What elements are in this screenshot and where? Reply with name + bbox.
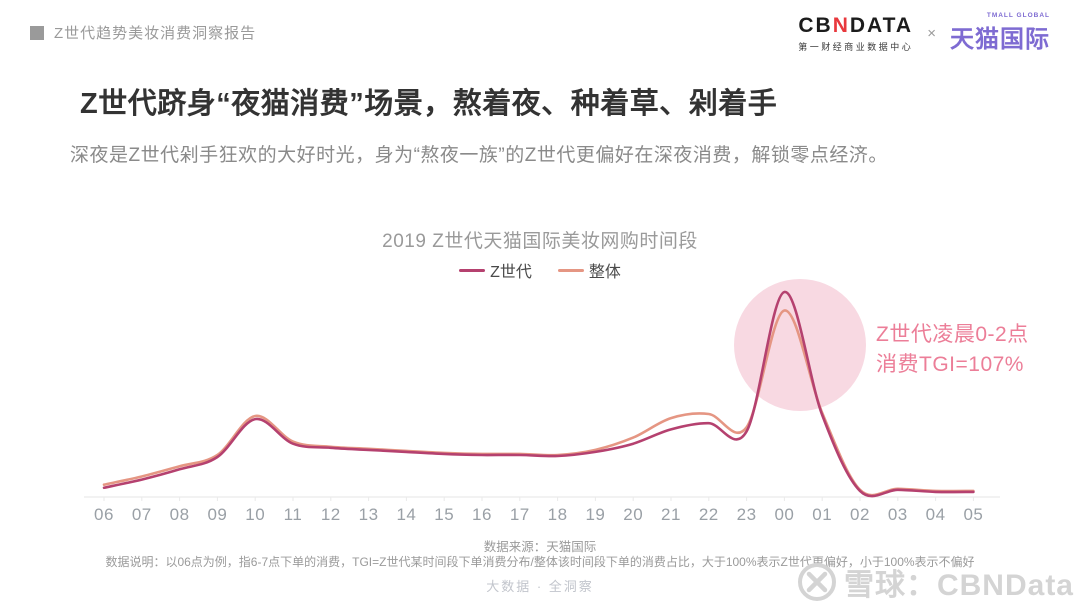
footer-tagline: 大数据 · 全洞察: [486, 579, 594, 594]
peak-annotation-line1: Z世代凌晨0-2点: [876, 323, 1029, 346]
cbndata-part3: DATA: [849, 13, 914, 37]
square-bullet-icon: [30, 25, 44, 40]
data-source: 数据来源：天猫国际: [483, 540, 597, 554]
svg-text:17: 17: [510, 505, 530, 524]
cbndata-logo: CBNDATA 第一财经商业数据中心: [798, 14, 913, 53]
cbndata-subtitle: 第一财经商业数据中心: [798, 41, 914, 52]
svg-text:00: 00: [774, 505, 794, 524]
logo-separator: ×: [927, 24, 936, 42]
legend-swatch-overall: [557, 268, 584, 272]
chart-legend: Z世代 整体: [0, 258, 1080, 282]
legend-label-overall: 整体: [588, 264, 621, 281]
data-note: 数据说明：以06点为例，指6-7点下单的消费，TGI=Z世代某时间段下单消费分布…: [105, 555, 975, 569]
svg-text:16: 16: [472, 505, 492, 524]
watermark: 雪球：CBNData: [796, 560, 1074, 604]
xueqiu-ball-icon: [797, 563, 836, 601]
svg-text:21: 21: [661, 505, 681, 524]
svg-text:05: 05: [963, 505, 983, 524]
page-subtitle: 深夜是Z世代剁手狂欢的大好时光，身为“熬夜一族”的Z世代更偏好在深夜消费，解锁零…: [70, 145, 888, 166]
tmall-global-subtitle: TMALL GLOBAL: [986, 12, 1050, 19]
svg-text:14: 14: [396, 505, 416, 524]
legend-item-zgen: Z世代: [459, 258, 532, 282]
svg-text:22: 22: [699, 505, 719, 524]
chart-title: 2019 Z世代天猫国际美妆网购时间段: [382, 231, 698, 252]
svg-text:06: 06: [94, 505, 114, 524]
cbndata-part1: CB: [798, 13, 833, 37]
svg-text:18: 18: [548, 505, 568, 524]
peak-annotation: Z世代凌晨0-2点 消费TGI=107%: [876, 320, 1029, 380]
svg-text:15: 15: [434, 505, 454, 524]
cbndata-red-n: N: [832, 13, 850, 37]
svg-text:12: 12: [321, 505, 341, 524]
svg-text:11: 11: [284, 505, 303, 524]
brand-logos: CBNDATA 第一财经商业数据中心 × TMALL GLOBAL 天猫国际: [798, 12, 1050, 54]
svg-text:09: 09: [207, 505, 227, 524]
legend-item-overall: 整体: [557, 258, 621, 282]
report-tag: Z世代趋势美妆消费洞察报告: [30, 22, 256, 43]
svg-text:02: 02: [850, 505, 870, 524]
svg-text:10: 10: [245, 505, 265, 524]
tmall-global-wordmark: 天猫国际: [950, 26, 1050, 53]
page-title: Z世代跻身“夜猫消费”场景，熬着夜、种着草、剁着手: [80, 88, 778, 120]
report-title: Z世代趋势美妆消费洞察报告: [54, 25, 257, 42]
svg-text:08: 08: [170, 505, 190, 524]
svg-text:03: 03: [888, 505, 908, 524]
legend-swatch-zgen: [459, 268, 486, 272]
svg-text:07: 07: [132, 505, 152, 524]
svg-text:20: 20: [623, 505, 643, 524]
peak-annotation-line2: 消费TGI=107%: [876, 353, 1024, 376]
cbndata-wordmark: CBNDATA: [798, 14, 913, 38]
tmall-global-logo: TMALL GLOBAL 天猫国际: [950, 12, 1050, 54]
watermark-text: 雪球：CBNData: [843, 569, 1074, 602]
svg-text:04: 04: [926, 505, 946, 524]
svg-text:23: 23: [737, 505, 757, 524]
legend-label-zgen: Z世代: [490, 264, 532, 281]
svg-text:01: 01: [812, 505, 832, 524]
svg-text:19: 19: [585, 505, 605, 524]
svg-text:13: 13: [359, 505, 379, 524]
